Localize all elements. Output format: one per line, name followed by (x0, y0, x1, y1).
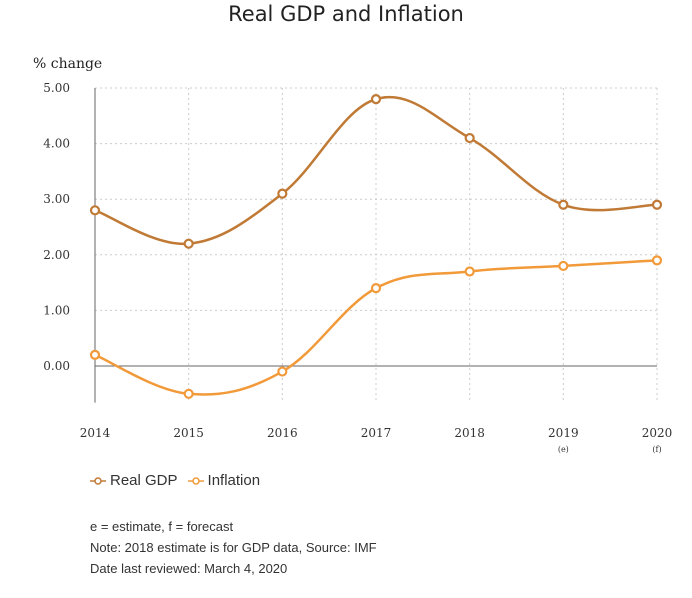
y-axis-label: % change (33, 56, 102, 72)
legend-item-inflation[interactable]: Inflation (187, 472, 261, 489)
data-point-real-gdp (277, 188, 288, 199)
legend-item-real-gdp[interactable]: Real GDP (90, 472, 178, 489)
data-points (89, 94, 663, 399)
x-tick-note: (f) (652, 445, 661, 454)
data-point-real-gdp (558, 199, 569, 210)
legend: Real GDP Inflation (90, 472, 260, 489)
data-point-inflation (464, 266, 475, 277)
grid (95, 87, 658, 403)
y-tick-label: 4.00 (43, 137, 70, 151)
legend-label: Inflation (207, 472, 261, 489)
note-line: e = estimate, f = forecast (90, 519, 234, 534)
data-point-inflation (651, 255, 663, 266)
chart-title: Real GDP and Inflation (228, 2, 464, 26)
data-point-inflation (370, 283, 382, 294)
x-tick-label: 2014 (80, 426, 111, 440)
x-tick-label: 2015 (173, 426, 204, 440)
data-point-inflation (89, 349, 101, 360)
legend-label: Real GDP (110, 472, 178, 489)
y-tick-label: 5.00 (43, 81, 70, 95)
data-point-real-gdp (370, 94, 382, 105)
data-point-real-gdp (183, 238, 194, 249)
x-tick-note: (e) (558, 445, 569, 454)
y-tick-label: 3.00 (43, 192, 70, 206)
data-point-real-gdp (89, 205, 101, 216)
x-tick-label: 2016 (267, 426, 298, 440)
notes: e = estimate, f = forecast Note: 2018 es… (90, 516, 377, 579)
x-tick-label: 2019 (548, 426, 579, 440)
axes: 5.00 4.00 3.00 2.00 1.00 0.00 2014 2015 2016 2017… (43, 81, 672, 454)
data-point-real-gdp (651, 199, 663, 210)
x-tick-label: 2018 (454, 426, 485, 440)
y-tick-label: 1.00 (43, 303, 70, 317)
x-tick-label: 2020 (642, 426, 673, 440)
legend-marker-icon (90, 476, 106, 485)
y-tick-label: 2.00 (43, 248, 70, 262)
data-point-inflation (277, 366, 288, 377)
y-tick-label: 0.00 (43, 359, 70, 373)
data-point-inflation (558, 260, 569, 272)
chart-plot: 5.00 4.00 3.00 2.00 1.00 0.00 2014 2015 2016 2017… (33, 56, 672, 454)
data-point-inflation (183, 388, 194, 399)
data-point-real-gdp (464, 132, 475, 144)
x-tick-label: 2017 (361, 426, 392, 440)
legend-marker-icon (187, 476, 204, 485)
note-line: Note: 2018 estimate is for GDP data, Sou… (90, 540, 377, 555)
note-line: Date last reviewed: March 4, 2020 (90, 561, 288, 576)
